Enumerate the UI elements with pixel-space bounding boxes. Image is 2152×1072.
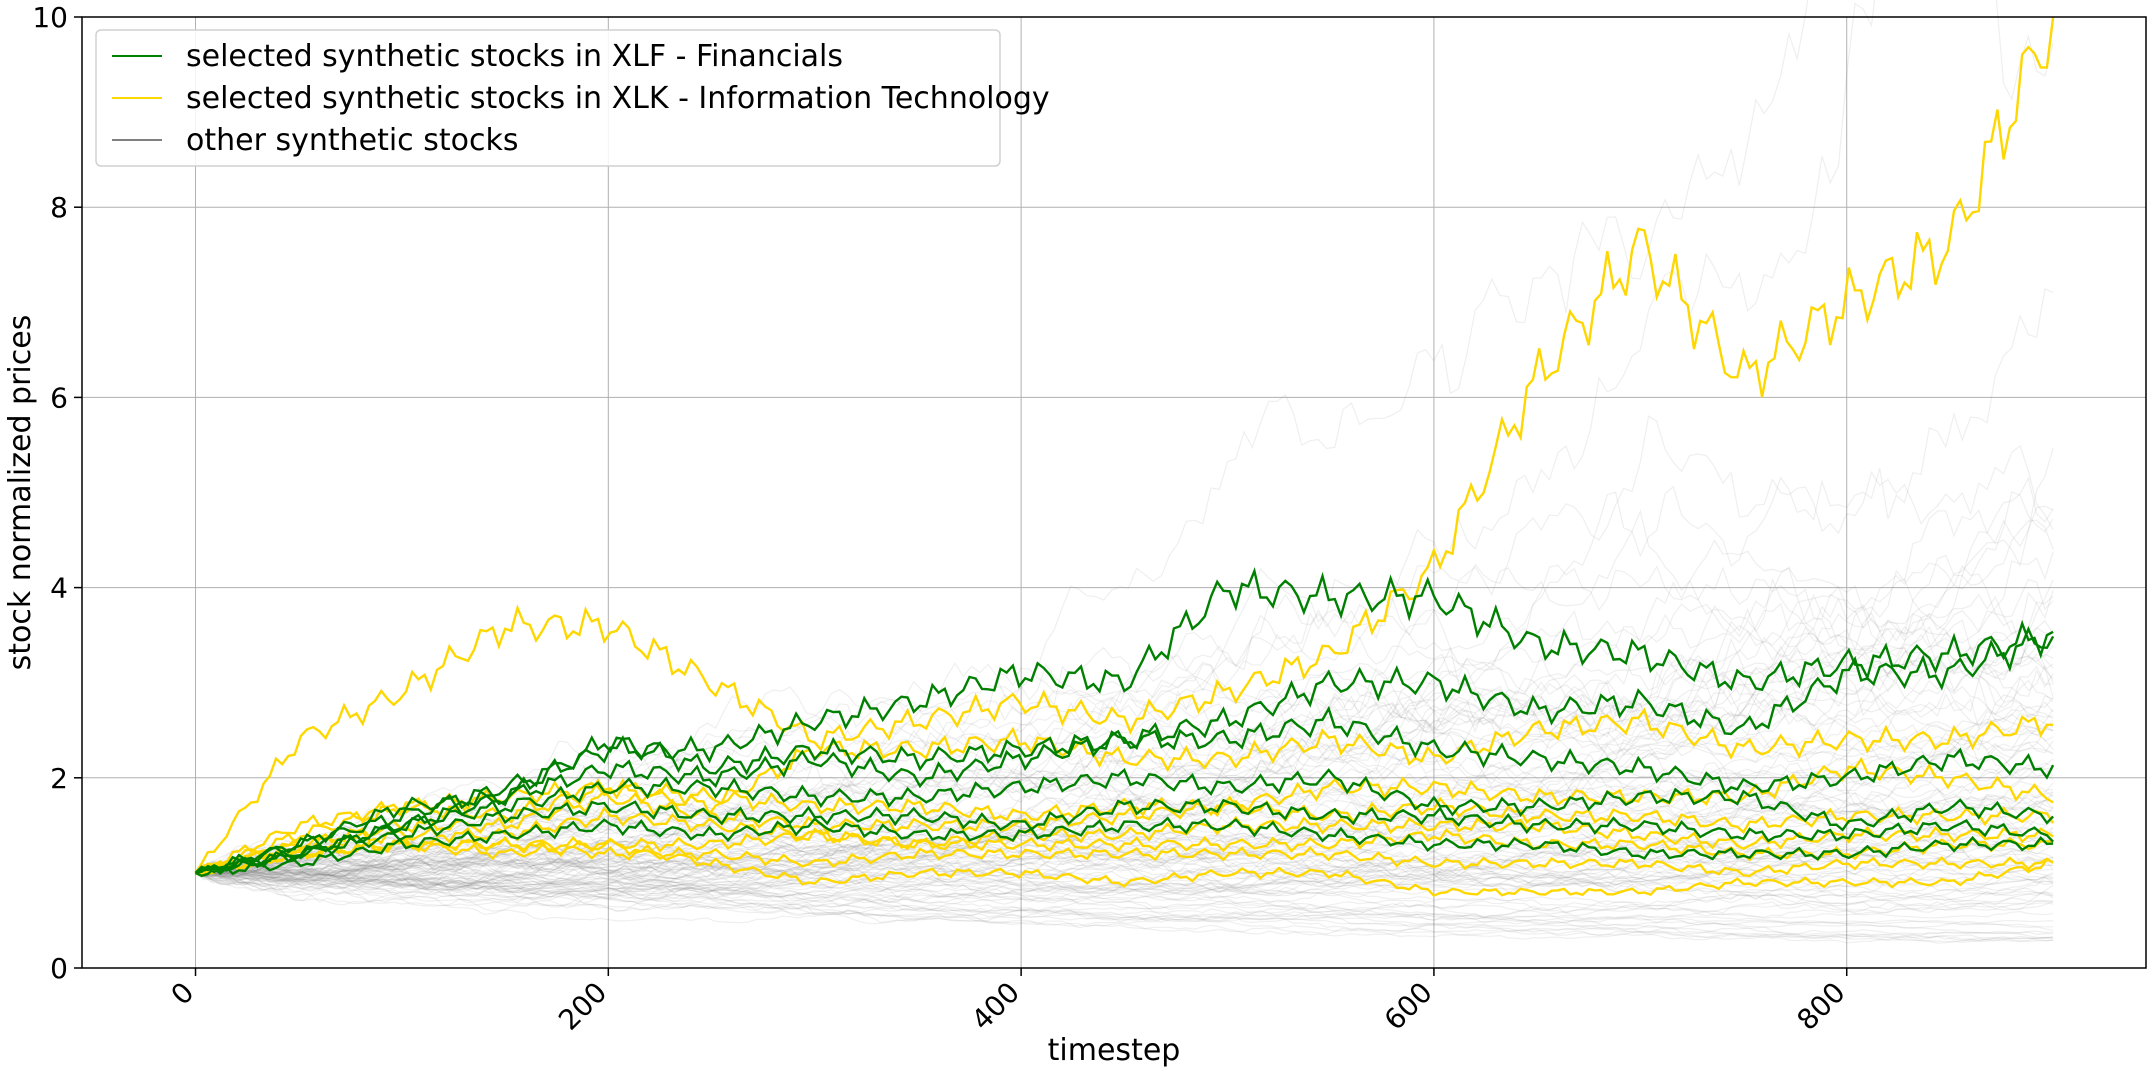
series-line-information-technology bbox=[195, 806, 2054, 875]
x-tick-label: 600 bbox=[1378, 976, 1439, 1037]
other-stock-line bbox=[195, 491, 2054, 895]
other-stock-line bbox=[195, 846, 2054, 896]
other-stock-line bbox=[195, 762, 2054, 874]
other-stock-line bbox=[195, 595, 2054, 879]
other-stock-line bbox=[195, 802, 2054, 883]
other-stock-lines bbox=[195, 0, 2054, 944]
other-stock-line bbox=[195, 869, 2054, 903]
series-line-financials bbox=[195, 798, 2054, 875]
series-line-information-technology bbox=[195, 836, 2054, 898]
other-stock-line bbox=[195, 789, 2054, 882]
other-stock-line bbox=[195, 872, 2054, 928]
other-stock-line bbox=[195, 849, 2054, 944]
other-stock-line bbox=[195, 854, 2054, 900]
other-stock-line bbox=[195, 0, 1809, 878]
other-stock-line bbox=[195, 819, 2054, 904]
other-stock-line bbox=[195, 726, 2054, 891]
other-stock-line bbox=[195, 800, 2054, 878]
y-tick-label: 10 bbox=[32, 1, 68, 34]
other-stock-line bbox=[195, 869, 2054, 944]
y-tick-label: 0 bbox=[50, 952, 68, 985]
other-stock-line bbox=[195, 288, 2054, 875]
other-stock-line bbox=[195, 855, 2054, 917]
series-line-information-technology bbox=[195, 837, 2054, 878]
other-stock-line bbox=[195, 710, 2054, 874]
x-tick-label: 200 bbox=[552, 976, 613, 1037]
series-line-information-technology bbox=[195, 789, 2055, 875]
other-stock-line bbox=[195, 637, 2054, 874]
other-stock-line bbox=[195, 864, 2054, 921]
y-tick-label: 4 bbox=[50, 572, 68, 605]
y-tick-label: 2 bbox=[50, 762, 68, 795]
other-stock-line bbox=[195, 872, 2054, 939]
other-stock-line bbox=[195, 850, 2054, 914]
y-tick-label: 8 bbox=[50, 191, 68, 224]
other-stock-line bbox=[195, 864, 2054, 899]
other-stock-line bbox=[195, 764, 2054, 887]
other-stock-line bbox=[195, 604, 2054, 880]
series-line-financials bbox=[194, 705, 2055, 874]
other-stock-line bbox=[195, 754, 2054, 886]
other-stock-line bbox=[195, 732, 2054, 916]
other-stock-line bbox=[195, 720, 2054, 876]
other-stock-line bbox=[195, 818, 2054, 888]
other-stock-line bbox=[195, 836, 2054, 885]
other-stock-line bbox=[195, 867, 2054, 931]
other-stock-line bbox=[195, 872, 2054, 941]
other-stock-line bbox=[195, 818, 2054, 911]
plot-frame bbox=[81, 16, 2147, 969]
other-stock-line bbox=[195, 785, 2054, 896]
legend-label-information-technology: selected synthetic stocks in XLK - Infor… bbox=[186, 81, 1050, 116]
other-stock-line bbox=[195, 859, 2054, 923]
series-line-financials bbox=[194, 567, 2054, 874]
other-stock-line bbox=[195, 551, 2054, 874]
other-stock-line bbox=[195, 870, 2054, 941]
other-stock-line bbox=[195, 579, 2054, 879]
selected-stock-lines bbox=[194, 16, 2055, 898]
legend-label-other: other synthetic stocks bbox=[186, 123, 518, 158]
other-stock-line bbox=[195, 867, 2054, 919]
series-line-information-technology bbox=[194, 16, 2055, 874]
other-stock-line bbox=[195, 0, 2054, 878]
other-stock-line bbox=[195, 844, 2054, 893]
other-stock-line bbox=[195, 872, 2054, 938]
other-stock-line bbox=[195, 793, 2054, 903]
x-tick-label: 800 bbox=[1791, 976, 1852, 1037]
x-tick-label: 0 bbox=[165, 976, 201, 1012]
other-stock-line bbox=[195, 852, 2054, 896]
other-stock-line bbox=[195, 861, 2054, 905]
other-stock-line bbox=[195, 870, 2054, 929]
y-tick-label: 6 bbox=[50, 381, 68, 414]
legend-label-financials: selected synthetic stocks in XLF - Finan… bbox=[186, 39, 843, 74]
x-axis-label: timestep bbox=[1048, 1033, 1181, 1068]
other-stock-line bbox=[195, 796, 2054, 874]
series-line-financials bbox=[194, 625, 2055, 875]
other-stock-line bbox=[195, 796, 2054, 896]
other-stock-line bbox=[195, 865, 2054, 924]
legend: selected synthetic stocks in XLF - Finan… bbox=[95, 29, 1050, 167]
other-stock-line bbox=[195, 564, 2054, 884]
series-line-information-technology bbox=[195, 756, 2054, 875]
other-stock-line bbox=[195, 844, 2054, 923]
other-stock-line bbox=[195, 736, 2054, 891]
y-axis-label: stock normalized prices bbox=[3, 315, 38, 671]
other-stock-line bbox=[195, 837, 2054, 895]
other-stock-line bbox=[195, 713, 2054, 888]
other-stock-line bbox=[195, 864, 2054, 919]
other-stock-line bbox=[195, 655, 2054, 876]
legend-box bbox=[95, 29, 1001, 167]
other-stock-line bbox=[195, 737, 2054, 877]
x-tick-label: 400 bbox=[965, 976, 1026, 1037]
other-stock-line bbox=[195, 871, 2054, 935]
series-line-financials bbox=[194, 816, 2054, 878]
series-line-financials bbox=[195, 767, 2054, 875]
